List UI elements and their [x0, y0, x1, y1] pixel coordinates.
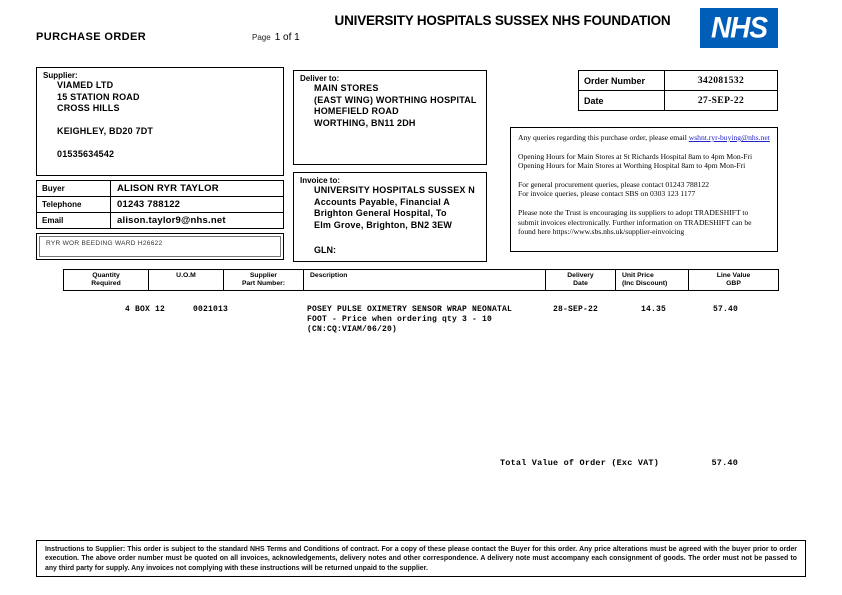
invoice-line: Accounts Payable, Financial A — [314, 196, 451, 207]
deliver-to-box: Deliver to: MAIN STORES (EAST WING) WORT… — [293, 70, 487, 165]
supplier-line: 15 STATION ROAD — [57, 91, 140, 102]
email-label: Email — [36, 212, 111, 229]
supplier-line — [57, 138, 277, 150]
deliver-line: WORTHING, BN11 2DH — [314, 117, 416, 128]
invoice-line: Elm Grove, Brighton, BN2 3EW — [314, 219, 453, 230]
order-date-label: Date — [578, 90, 665, 111]
col-header-part-number: Supplier Part Number: — [223, 269, 304, 291]
deliver-line: MAIN STORES — [314, 83, 379, 93]
item-line-value: 57.40 — [712, 305, 738, 314]
table-row: Order Number 342081532 — [578, 70, 778, 91]
item-unit-price: 14.35 — [640, 305, 666, 314]
supplier-label: Supplier: — [43, 71, 78, 80]
deliver-line: (EAST WING) WORTHING HOSPITAL — [314, 94, 477, 105]
page-number: 1 of 1 — [274, 32, 300, 43]
item-part-number: 0021013 — [193, 305, 229, 314]
buyer-value: ALISON RYR TAYLOR — [110, 180, 284, 197]
col-header-uom: U.O.M — [148, 269, 224, 291]
order-number-value: 342081532 — [664, 70, 778, 91]
buyer-details-table: Buyer ALISON RYR TAYLOR Telephone 01243 … — [36, 180, 284, 229]
deliver-line: HOMEFIELD ROAD — [314, 106, 399, 116]
instructions-box: Instructions to Supplier: This order is … — [36, 540, 806, 577]
gln-label: GLN: — [314, 245, 336, 255]
invoice-line: Brighton General Hospital, To — [314, 208, 447, 218]
queries-info-box: Any queries regarding this purchase orde… — [510, 127, 778, 252]
col-header-description: Description — [303, 269, 546, 291]
supplier-line: CROSS HILLS — [57, 103, 120, 113]
deliver-to-label: Deliver to: — [300, 74, 340, 83]
table-row: Date 27-SEP-22 — [578, 90, 778, 111]
supplier-line — [57, 115, 277, 127]
tradeshift-note: Please note the Trust is encouraging its… — [518, 207, 752, 237]
queries-email-prefix: Any queries regarding this purchase orde… — [518, 133, 689, 142]
opening-hours-st-richards: Opening Hours for Main Stores at St Rich… — [518, 151, 753, 161]
order-date-value: 27-SEP-22 — [664, 90, 778, 111]
buyer-label: Buyer — [36, 180, 111, 197]
col-header-unit-price: Unit Price (Inc Discount) — [615, 269, 689, 291]
ward-reference-box: RYR WOR BEEDING WARD H26622 — [36, 233, 284, 260]
table-row: Telephone 01243 788122 — [36, 196, 284, 213]
page-indicator: Page 1 of 1 — [252, 32, 300, 43]
supplier-phone: 01535634542 — [57, 149, 115, 159]
supplier-line: VIAMED LTD — [57, 80, 114, 90]
invoice-queries-line: For invoice queries, please contact SBS … — [518, 189, 696, 199]
queries-email-paragraph: Any queries regarding this purchase orde… — [518, 133, 770, 143]
email-value: alison.taylor9@nhs.net — [110, 212, 284, 229]
order-info-table: Order Number 342081532 Date 27-SEP-22 — [578, 70, 778, 111]
invoice-to-box: Invoice to: UNIVERSITY HOSPITALS SUSSEX … — [293, 172, 487, 262]
telephone-value: 01243 788122 — [110, 196, 284, 213]
document-title: PURCHASE ORDER — [36, 31, 147, 43]
items-table-header: Quantity Required U.O.M Supplier Part Nu… — [63, 269, 779, 291]
procurement-queries-line: For general procurement queries, please … — [518, 179, 710, 189]
instructions-text: Instructions to Supplier: This order is … — [45, 546, 797, 572]
item-description: POSEY PULSE OXIMETRY SENSOR WRAP NEONATA… — [307, 305, 513, 334]
opening-hours-worthing: Opening Hours for Main Stores at Worthin… — [518, 161, 746, 171]
total-value: 57.40 — [711, 458, 738, 468]
organisation-title: UNIVERSITY HOSPITALS SUSSEX NHS FOUNDATI… — [334, 13, 671, 28]
ward-reference: RYR WOR BEEDING WARD H26622 — [39, 236, 281, 257]
page-label: Page — [252, 33, 271, 42]
invoice-line: UNIVERSITY HOSPITALS SUSSEX N — [314, 185, 475, 195]
total-label: Total Value of Order (Exc VAT) — [500, 458, 660, 468]
col-header-line-value: Line Value GBP — [688, 269, 779, 291]
col-header-delivery-date: Delivery Date — [545, 269, 616, 291]
nhs-logo: NHS — [700, 8, 778, 48]
item-quantity-uom: 4 BOX 12 — [125, 305, 166, 314]
nhs-logo-text: NHS — [710, 11, 768, 44]
item-delivery-date: 28-SEP-22 — [553, 305, 599, 314]
invoice-to-label: Invoice to: — [300, 176, 341, 185]
table-row: Email alison.taylor9@nhs.net — [36, 212, 284, 229]
supplier-line: KEIGHLEY, BD20 7DT — [57, 126, 154, 136]
table-header-row: Quantity Required U.O.M Supplier Part Nu… — [63, 269, 779, 291]
table-row: Buyer ALISON RYR TAYLOR — [36, 180, 284, 197]
order-number-label: Order Number — [578, 70, 665, 91]
col-header-quantity: Quantity Required — [63, 269, 149, 291]
buying-email-link[interactable]: wshnt.ryr-buying@nhs.net — [688, 133, 770, 142]
supplier-box: Supplier: VIAMED LTD 15 STATION ROAD CRO… — [36, 67, 284, 176]
telephone-label: Telephone — [36, 196, 111, 213]
